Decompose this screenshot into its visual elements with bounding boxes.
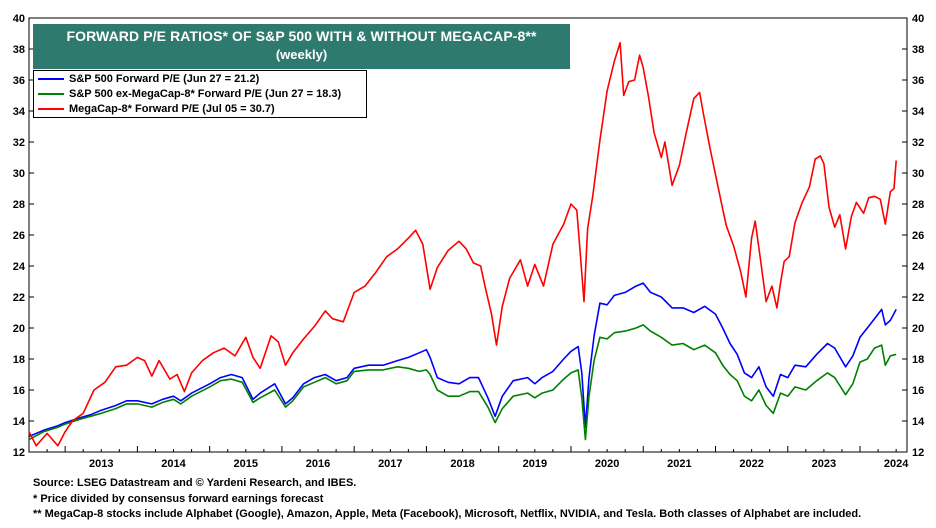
y-tick-label-right: 12 (912, 447, 924, 459)
legend-item: S&P 500 Forward P/E (Jun 27 = 21.2) (34, 71, 366, 86)
y-tick-label-right: 40 (912, 13, 924, 25)
legend-item: S&P 500 ex-MegaCap-8* Forward P/E (Jun 2… (34, 86, 366, 101)
chart-subtitle: (weekly) (275, 47, 328, 62)
legend: S&P 500 Forward P/E (Jun 27 = 21.2) S&P … (33, 70, 367, 118)
series-layer (28, 42, 897, 447)
ex-megacap-line (28, 324, 897, 441)
legend-swatch-red (38, 107, 64, 110)
y-tick-label-left: 34 (13, 106, 26, 118)
y-tick-label-left: 12 (13, 447, 25, 459)
x-tick-label: 2021 (667, 458, 691, 470)
source-note: Source: LSEG Datastream and © Yardeni Re… (33, 477, 357, 489)
x-tick-label: 2018 (450, 458, 474, 470)
megacap-line (28, 42, 897, 447)
footnote-megacap: ** MegaCap-8 stocks include Alphabet (Go… (33, 508, 862, 520)
x-tick-label: 2022 (739, 458, 763, 470)
legend-label: S&P 500 Forward P/E (Jun 27 = 21.2) (69, 72, 260, 85)
y-tick-label-left: 22 (13, 292, 25, 304)
legend-swatch-green (38, 92, 64, 95)
legend-label: S&P 500 ex-MegaCap-8* Forward P/E (Jun 2… (69, 87, 342, 100)
y-tick-label-left: 24 (13, 261, 26, 273)
y-tick-label-right: 24 (912, 261, 925, 273)
y-tick-label-left: 40 (13, 13, 25, 25)
y-tick-label-left: 26 (13, 230, 25, 242)
x-tick-label: 2015 (234, 458, 258, 470)
y-tick-label-right: 26 (912, 230, 924, 242)
y-tick-label-left: 20 (13, 323, 25, 335)
y-tick-label-left: 28 (13, 199, 25, 211)
x-tick-label: 2019 (523, 458, 547, 470)
footnotes: Source: LSEG Datastream and © Yardeni Re… (33, 476, 928, 523)
y-tick-label-left: 14 (13, 416, 26, 428)
y-tick-label-left: 30 (13, 168, 25, 180)
y-tick-label-left: 36 (13, 75, 25, 87)
y-tick-label-right: 16 (912, 385, 924, 397)
x-tick-label: 2017 (378, 458, 402, 470)
x-tick-label: 2014 (161, 458, 186, 470)
chart-title: FORWARD P/E RATIOS* OF S&P 500 WITH & WI… (66, 28, 537, 44)
y-tick-label-right: 30 (912, 168, 924, 180)
y-tick-label-left: 18 (13, 354, 25, 366)
y-axis-left: 12 14 16 18 20 22 24 26 28 30 32 34 36 38 40 (13, 13, 34, 459)
x-tick-label: 2013 (89, 458, 113, 470)
y-tick-label-right: 18 (912, 354, 924, 366)
x-axis: 2013 2014 2015 2016 2017 2018 2019 2020 2021 2022… (28, 446, 909, 470)
legend-item: MegaCap-8* Forward P/E (Jul 05 = 30.7) (34, 101, 366, 116)
y-axis-right: 12 14 16 18 20 22 24 26 28 30 32 34 36 38 40 (902, 13, 925, 459)
x-tick-label: 2023 (812, 458, 836, 470)
legend-label: MegaCap-8* Forward P/E (Jul 05 = 30.7) (69, 102, 275, 115)
footnote-pe: * Price divided by consensus forward ear… (33, 492, 324, 505)
x-tick-label: 2016 (306, 458, 330, 470)
chart-title-box: FORWARD P/E RATIOS* OF S&P 500 WITH & WI… (33, 24, 570, 69)
y-tick-label-left: 16 (13, 385, 25, 397)
x-tick-label: 2024 (884, 458, 909, 470)
legend-swatch-blue (38, 77, 64, 80)
y-tick-label-left: 38 (13, 44, 25, 56)
y-tick-label-right: 32 (912, 137, 924, 149)
y-tick-label-right: 34 (912, 106, 925, 118)
y-tick-label-left: 32 (13, 137, 25, 149)
y-tick-label-right: 20 (912, 323, 924, 335)
sp500-line (28, 282, 897, 438)
y-tick-label-right: 28 (912, 199, 924, 211)
y-tick-label-right: 38 (912, 44, 924, 56)
y-tick-label-right: 22 (912, 292, 924, 304)
y-tick-label-right: 36 (912, 75, 924, 87)
x-tick-label: 2020 (595, 458, 619, 470)
y-tick-label-right: 14 (912, 416, 925, 428)
